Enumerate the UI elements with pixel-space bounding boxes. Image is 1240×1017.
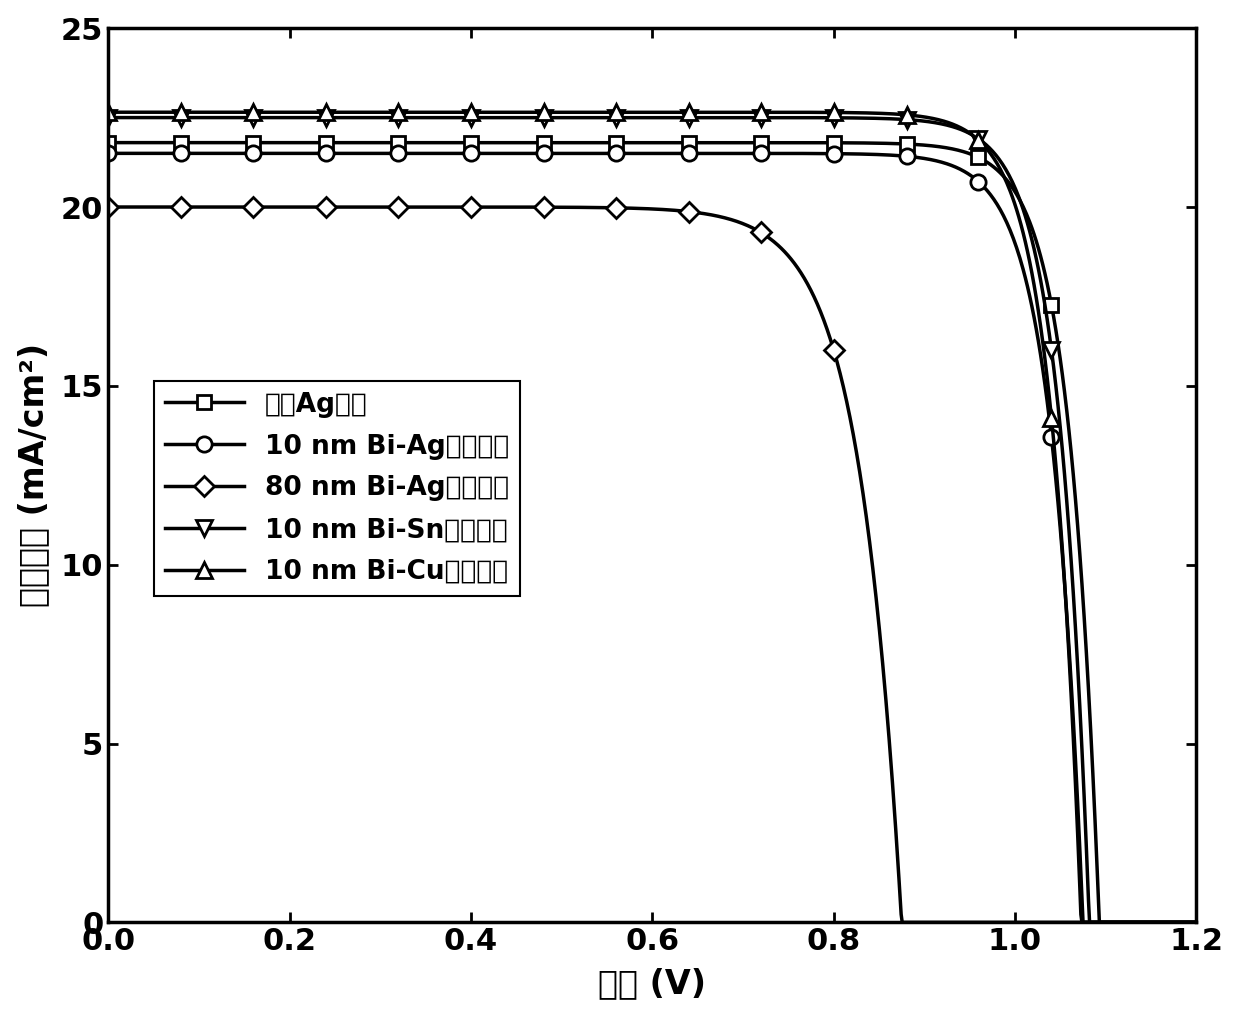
Line: 标准Ag电极: 标准Ag电极 [102,135,1203,930]
10 nm Bi-Cu双层电极 [950,120,965,132]
10 nm Bi-Ag双层电极 [1075,916,1090,929]
80 nm Bi-Ag双层电极 [100,201,115,214]
标准Ag电极 [968,151,983,163]
标准Ag电极 [848,136,863,148]
10 nm Bi-Ag双层电极 [212,147,227,160]
Line: 10 nm Bi-Cu双层电极: 10 nm Bi-Cu双层电极 [99,104,1205,931]
10 nm Bi-Ag双层电极 [848,147,863,160]
10 nm Bi-Sn双层电极 [848,112,863,124]
10 nm Bi-Ag双层电极 [968,174,983,186]
10 nm Bi-Cu双层电极 [212,106,227,118]
10 nm Bi-Cu双层电极 [1075,916,1090,929]
80 nm Bi-Ag双层电极 [212,201,227,214]
标准Ag电极 [1092,916,1107,929]
10 nm Bi-Cu双层电极 [848,107,863,119]
标准Ag电极 [541,136,556,148]
标准Ag电极 [1189,916,1204,929]
10 nm Bi-Ag双层电极 [541,147,556,160]
10 nm Bi-Cu双层电极 [100,106,115,118]
标准Ag电极 [580,136,595,148]
标准Ag电极 [950,143,965,156]
Y-axis label: 电流密度 (mA/cm²): 电流密度 (mA/cm²) [16,343,50,607]
X-axis label: 电压 (V): 电压 (V) [598,967,707,1001]
10 nm Bi-Sn双层电极 [968,131,983,143]
10 nm Bi-Ag双层电极 [100,147,115,160]
10 nm Bi-Ag双层电极 [950,162,965,174]
80 nm Bi-Ag双层电极 [580,201,595,214]
80 nm Bi-Ag双层电极 [950,916,965,929]
10 nm Bi-Ag双层电极 [1189,916,1204,929]
Line: 80 nm Bi-Ag双层电极: 80 nm Bi-Ag双层电极 [102,200,1203,930]
标准Ag电极 [100,136,115,148]
80 nm Bi-Ag双层电极 [895,916,910,929]
10 nm Bi-Sn双层电极 [950,122,965,134]
10 nm Bi-Sn双层电极 [580,112,595,124]
10 nm Bi-Sn双层电极 [212,112,227,124]
10 nm Bi-Sn双层电极 [541,112,556,124]
10 nm Bi-Cu双层电极 [1189,916,1204,929]
10 nm Bi-Cu双层电极 [968,132,983,144]
10 nm Bi-Sn双层电极 [100,112,115,124]
Line: 10 nm Bi-Sn双层电极: 10 nm Bi-Sn双层电极 [99,109,1205,931]
80 nm Bi-Ag双层电极 [970,916,985,929]
10 nm Bi-Cu双层电极 [580,106,595,118]
Line: 10 nm Bi-Ag双层电极: 10 nm Bi-Ag双层电极 [100,145,1204,930]
10 nm Bi-Ag双层电极 [580,147,595,160]
10 nm Bi-Sn双层电极 [1083,916,1097,929]
Legend: 标准Ag电极, 10 nm Bi-Ag双层电极, 80 nm Bi-Ag双层电极, 10 nm Bi-Sn双层电极, 10 nm Bi-Cu双层电极: 标准Ag电极, 10 nm Bi-Ag双层电极, 80 nm Bi-Ag双层电极… [154,381,520,596]
80 nm Bi-Ag双层电极 [1189,916,1204,929]
80 nm Bi-Ag双层电极 [541,201,556,214]
标准Ag电极 [212,136,227,148]
10 nm Bi-Sn双层电极 [1189,916,1204,929]
10 nm Bi-Cu双层电极 [541,106,556,118]
80 nm Bi-Ag双层电极 [848,440,863,453]
